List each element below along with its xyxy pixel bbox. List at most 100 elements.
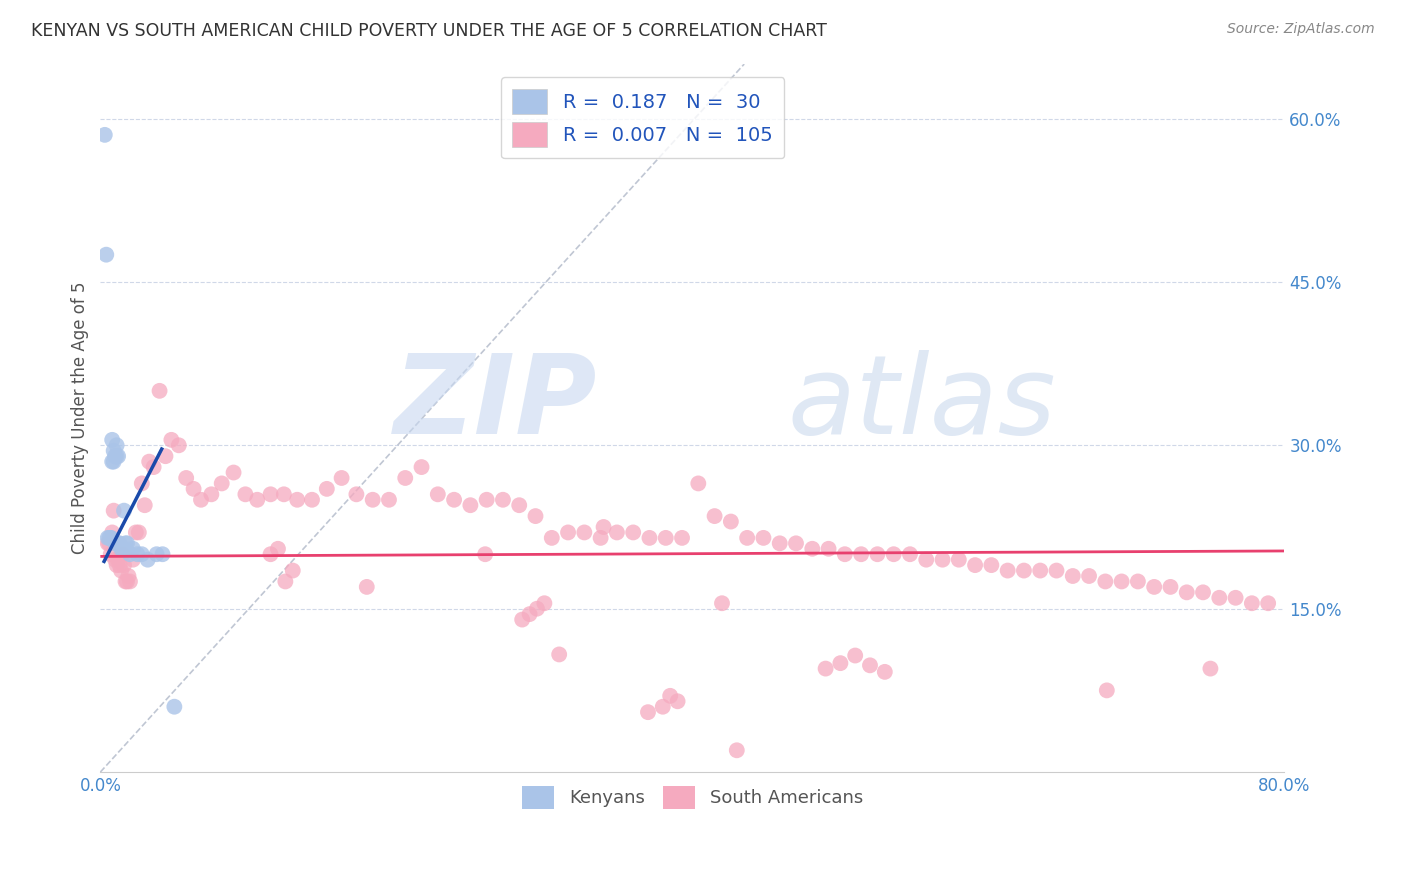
Point — [1192, 585, 1215, 599]
Point — [285, 492, 308, 507]
Point — [1045, 564, 1067, 578]
Point — [394, 471, 416, 485]
Point — [142, 460, 165, 475]
Point — [128, 525, 150, 540]
Point — [361, 492, 384, 507]
Point — [592, 520, 614, 534]
Point — [190, 492, 212, 507]
Point — [131, 547, 153, 561]
Point — [769, 536, 792, 550]
Point — [167, 438, 190, 452]
Point — [671, 531, 693, 545]
Point — [849, 547, 872, 561]
Point — [112, 558, 135, 573]
Point — [103, 503, 125, 517]
Point — [510, 613, 533, 627]
Point — [574, 525, 596, 540]
Point — [118, 574, 141, 589]
Point — [356, 580, 378, 594]
Point — [183, 482, 205, 496]
Point — [107, 449, 129, 463]
Point — [508, 498, 530, 512]
Point — [638, 531, 661, 545]
Point — [118, 547, 141, 561]
Point — [735, 531, 758, 545]
Point — [100, 531, 122, 545]
Point — [1094, 574, 1116, 589]
Point — [200, 487, 222, 501]
Point — [100, 531, 122, 545]
Point — [211, 476, 233, 491]
Point — [1012, 564, 1035, 578]
Point — [931, 552, 953, 566]
Point — [174, 471, 197, 485]
Point — [301, 492, 323, 507]
Point — [125, 525, 148, 540]
Point — [235, 487, 257, 501]
Point — [104, 536, 127, 550]
Point — [136, 552, 159, 566]
Point — [711, 596, 734, 610]
Point — [1199, 662, 1222, 676]
Point — [621, 525, 644, 540]
Point — [785, 536, 807, 550]
Point — [97, 536, 120, 550]
Point — [460, 498, 482, 512]
Point — [965, 558, 987, 573]
Point — [344, 487, 367, 501]
Point — [105, 558, 128, 573]
Point — [267, 541, 290, 556]
Point — [1143, 580, 1166, 594]
Text: Source: ZipAtlas.com: Source: ZipAtlas.com — [1227, 22, 1375, 37]
Point — [474, 547, 496, 561]
Point — [524, 509, 547, 524]
Legend: Kenyans, South Americans: Kenyans, South Americans — [515, 779, 870, 816]
Point — [131, 476, 153, 491]
Point — [115, 574, 138, 589]
Point — [97, 531, 120, 545]
Point — [107, 552, 129, 566]
Point — [915, 552, 938, 566]
Point — [1175, 585, 1198, 599]
Point — [1029, 564, 1052, 578]
Point — [378, 492, 401, 507]
Point — [1159, 580, 1181, 594]
Point — [830, 656, 852, 670]
Point — [148, 384, 170, 398]
Point — [107, 536, 129, 550]
Point — [1078, 569, 1101, 583]
Point — [526, 601, 548, 615]
Point — [281, 564, 304, 578]
Point — [688, 476, 710, 491]
Point — [720, 515, 742, 529]
Point — [160, 433, 183, 447]
Point — [163, 699, 186, 714]
Point — [117, 569, 139, 583]
Point — [655, 531, 678, 545]
Point — [112, 503, 135, 517]
Point — [1062, 569, 1084, 583]
Point — [259, 487, 281, 501]
Point — [115, 536, 138, 550]
Point — [100, 547, 122, 561]
Point — [110, 564, 132, 578]
Point — [138, 455, 160, 469]
Point — [443, 492, 465, 507]
Point — [96, 248, 118, 262]
Point — [980, 558, 1002, 573]
Point — [273, 487, 295, 501]
Point — [411, 460, 433, 475]
Point — [873, 665, 896, 679]
Point — [145, 547, 167, 561]
Point — [1225, 591, 1247, 605]
Point — [426, 487, 449, 501]
Point — [557, 525, 579, 540]
Point — [98, 531, 121, 545]
Point — [1208, 591, 1230, 605]
Point — [548, 648, 571, 662]
Text: ZIP: ZIP — [394, 351, 598, 458]
Point — [98, 536, 121, 550]
Point — [1240, 596, 1263, 610]
Point — [101, 525, 124, 540]
Point — [533, 596, 555, 610]
